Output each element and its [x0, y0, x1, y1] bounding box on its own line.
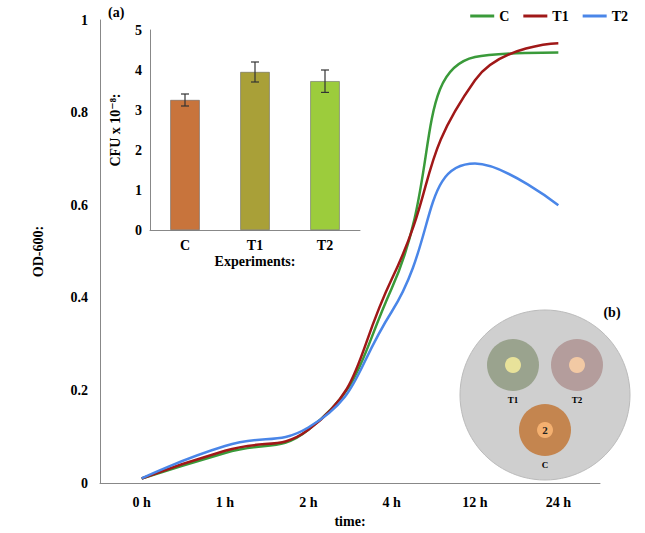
- svg-text:OD-600:: OD-600:: [31, 226, 46, 277]
- svg-text:0.4: 0.4: [71, 290, 89, 305]
- svg-text:C: C: [542, 460, 549, 470]
- svg-text:C: C: [180, 238, 190, 253]
- svg-text:4: 4: [135, 63, 142, 78]
- svg-text:4 h: 4 h: [383, 495, 402, 510]
- svg-text:Experiments:: Experiments:: [215, 254, 296, 269]
- svg-text:(a): (a): [108, 5, 125, 21]
- svg-text:2: 2: [135, 143, 142, 158]
- svg-text:5: 5: [135, 23, 142, 38]
- svg-text:0: 0: [135, 223, 142, 238]
- svg-text:T2: T2: [612, 9, 628, 24]
- svg-text:time:: time:: [334, 514, 365, 529]
- svg-text:CFU x 10⁻⁸:: CFU x 10⁻⁸:: [108, 93, 123, 166]
- svg-text:T1: T1: [508, 395, 519, 405]
- svg-text:T2: T2: [572, 395, 583, 405]
- svg-text:12 h: 12 h: [462, 495, 488, 510]
- svg-text:2 h: 2 h: [299, 495, 318, 510]
- svg-text:0.6: 0.6: [71, 198, 89, 213]
- svg-text:T1: T1: [247, 238, 263, 253]
- svg-text:24 h: 24 h: [546, 495, 572, 510]
- svg-text:T2: T2: [317, 238, 333, 253]
- svg-text:0: 0: [81, 476, 88, 491]
- svg-text:3: 3: [135, 103, 142, 118]
- svg-text:T1: T1: [552, 9, 568, 24]
- svg-text:(b): (b): [603, 305, 620, 321]
- svg-text:0.2: 0.2: [71, 383, 89, 398]
- svg-text:0 h: 0 h: [133, 495, 152, 510]
- svg-text:C: C: [499, 9, 509, 24]
- svg-text:2: 2: [542, 424, 548, 436]
- svg-text:1: 1: [81, 13, 88, 28]
- svg-text:1 h: 1 h: [216, 495, 235, 510]
- svg-text:0.8: 0.8: [71, 105, 89, 120]
- svg-text:1: 1: [135, 183, 142, 198]
